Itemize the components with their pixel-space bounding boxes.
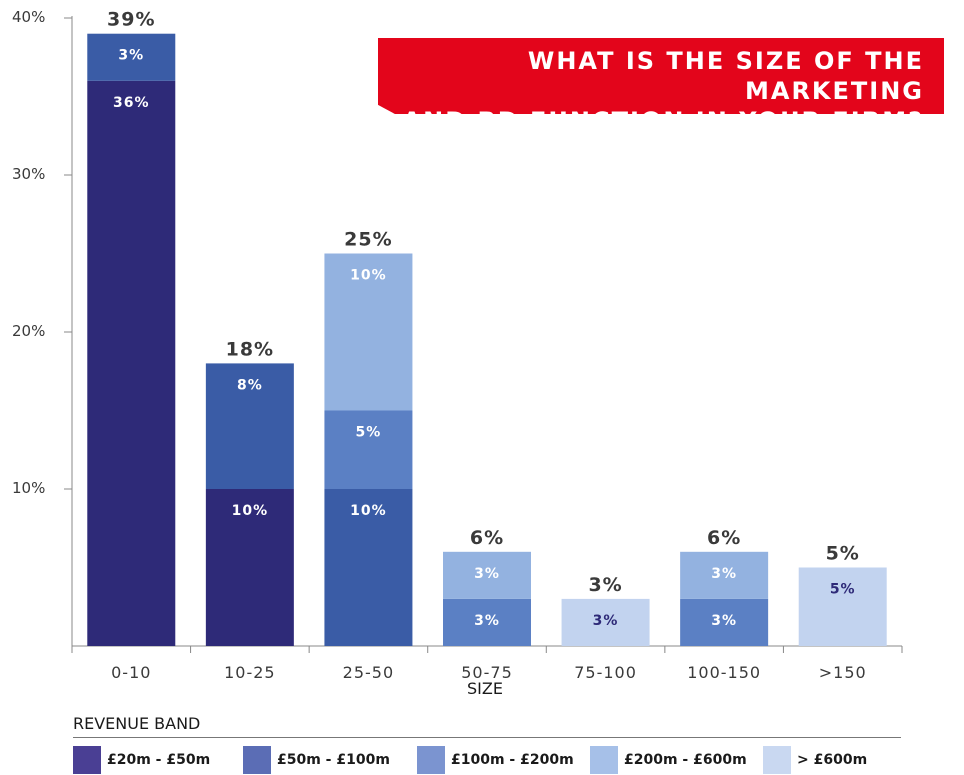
legend: £20m - £50m £50m - £100m £100m - £200m £…	[73, 746, 903, 774]
bar-segment-label: 3%	[711, 566, 737, 582]
bar-segment	[324, 253, 413, 411]
bar-segment	[561, 598, 650, 646]
legend-label-20m-50m: £20m - £50m	[107, 752, 211, 768]
bar-segment-label: 5%	[830, 582, 856, 598]
chart-title-line-2: and BD function in your firm?	[402, 107, 924, 135]
y-tick-label: 40%	[12, 8, 45, 26]
x-tick-label: 75-100	[574, 663, 637, 682]
legend-divider	[73, 737, 901, 738]
bar-segment	[87, 80, 176, 647]
chart-title-line-1: What is the size of the marketing	[527, 47, 924, 105]
bar-segment	[443, 598, 531, 646]
bar-total-label: 6%	[470, 527, 504, 549]
legend-label-100m-200m: £100m - £200m	[451, 752, 574, 768]
legend-swatch-100m-200m	[417, 746, 445, 774]
y-tick-label: 30%	[12, 165, 45, 183]
bar-total-label: 3%	[588, 574, 622, 596]
bar-segment-label: 8%	[237, 377, 263, 393]
x-tick-label: >150	[819, 663, 867, 682]
legend-swatch-200m-600m	[590, 746, 618, 774]
x-tick-label: 10-25	[224, 663, 276, 682]
bar-segment	[680, 598, 769, 646]
bar-total-label: 25%	[344, 229, 392, 251]
legend-item-20m-50m: £20m - £50m	[73, 746, 210, 774]
x-tick-label: 100-150	[687, 663, 761, 682]
legend-item-50m-100m: £50m - £100m	[243, 746, 390, 774]
bar-segment-label: 3%	[118, 48, 144, 64]
bar-segment-label: 36%	[113, 95, 150, 111]
bar-segment	[324, 489, 413, 646]
chart-title: What is the size of the marketing and BD…	[384, 46, 924, 135]
chart-plot-area: 10% 20% 30% 40% 36% 3% 39% 0-10 10% 8% 18% 10-25 10%…	[12, 8, 903, 698]
bar-segment-label: 10%	[350, 503, 387, 519]
x-tick-label: 25-50	[343, 663, 395, 682]
legend-item-100m-200m: £100m - £200m	[417, 746, 574, 774]
legend-title: Revenue band	[73, 714, 201, 733]
bar-segment	[443, 551, 531, 599]
legend-swatch-20m-50m	[73, 746, 101, 774]
legend-label-600m-plus: > £600m	[797, 752, 868, 768]
bar-total-label: 6%	[707, 527, 741, 549]
y-tick-label: 20%	[12, 322, 45, 340]
bar-total-label: 5%	[826, 543, 860, 565]
bar-segment-label: 3%	[593, 613, 619, 629]
legend-label-200m-600m: £200m - £600m	[624, 752, 747, 768]
bar-segment-label: 10%	[350, 268, 387, 284]
bar-segment	[798, 567, 887, 646]
bar-total-label: 18%	[226, 338, 274, 360]
bar-segment	[87, 33, 176, 81]
y-tick-label: 10%	[12, 479, 45, 497]
bar-segment-label: 3%	[474, 566, 500, 582]
bar-total-label: 39%	[107, 9, 155, 31]
legend-swatch-50m-100m	[243, 746, 271, 774]
x-tick-label: 50-75	[461, 663, 513, 682]
x-axis-title: SIZE	[467, 679, 503, 698]
title-banner: What is the size of the marketing and BD…	[378, 38, 944, 114]
bar-segment	[324, 410, 413, 489]
bar-segment-label: 5%	[356, 425, 382, 441]
bar-segment	[205, 489, 294, 646]
bar-segment	[680, 551, 769, 599]
bar-segment-label: 3%	[711, 613, 737, 629]
legend-label-50m-100m: £50m - £100m	[277, 752, 390, 768]
x-tick-label: 0-10	[111, 663, 151, 682]
legend-swatch-600m-plus	[763, 746, 791, 774]
bar-segment-label: 10%	[232, 503, 269, 519]
bar-segment	[205, 363, 294, 489]
bar-segment-label: 3%	[474, 613, 500, 629]
legend-item-600m-plus: > £600m	[763, 746, 867, 774]
legend-item-200m-600m: £200m - £600m	[590, 746, 747, 774]
